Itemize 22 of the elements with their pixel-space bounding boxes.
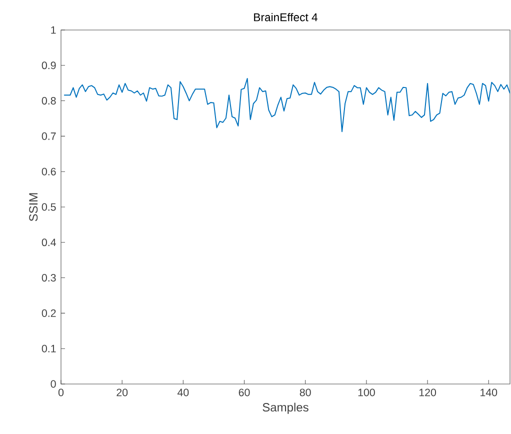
- y-tick-label: 0.4: [42, 238, 56, 246]
- y-tick-label: 1: [51, 26, 56, 34]
- y-tick-label: 0.1: [42, 344, 56, 352]
- x-tick-label: 120: [419, 388, 436, 396]
- y-tick-label: 0.7: [42, 132, 56, 140]
- y-axis-title: SSIM: [29, 193, 38, 222]
- x-tick-label: 140: [480, 388, 498, 396]
- x-tick-label: 80: [300, 388, 311, 396]
- x-tick-label: 40: [178, 388, 189, 396]
- y-tick-label: 0.8: [42, 97, 56, 105]
- y-tick-label: 0: [50, 380, 56, 388]
- y-tick-label: 0.9: [42, 62, 56, 70]
- y-tick-label: 0.3: [42, 274, 56, 282]
- x-tick-label: 100: [358, 388, 375, 396]
- x-tick-label: 60: [238, 388, 250, 396]
- y-tick-label: 0.6: [42, 168, 56, 176]
- chart-title: BrainEffect 4: [254, 12, 318, 22]
- x-tick-label: 0: [58, 388, 64, 396]
- x-axis-title: Samples: [262, 402, 308, 414]
- y-tick-label: 0.2: [42, 309, 56, 317]
- y-tick-label: 0.5: [42, 203, 56, 211]
- x-tick-label: 20: [116, 388, 128, 396]
